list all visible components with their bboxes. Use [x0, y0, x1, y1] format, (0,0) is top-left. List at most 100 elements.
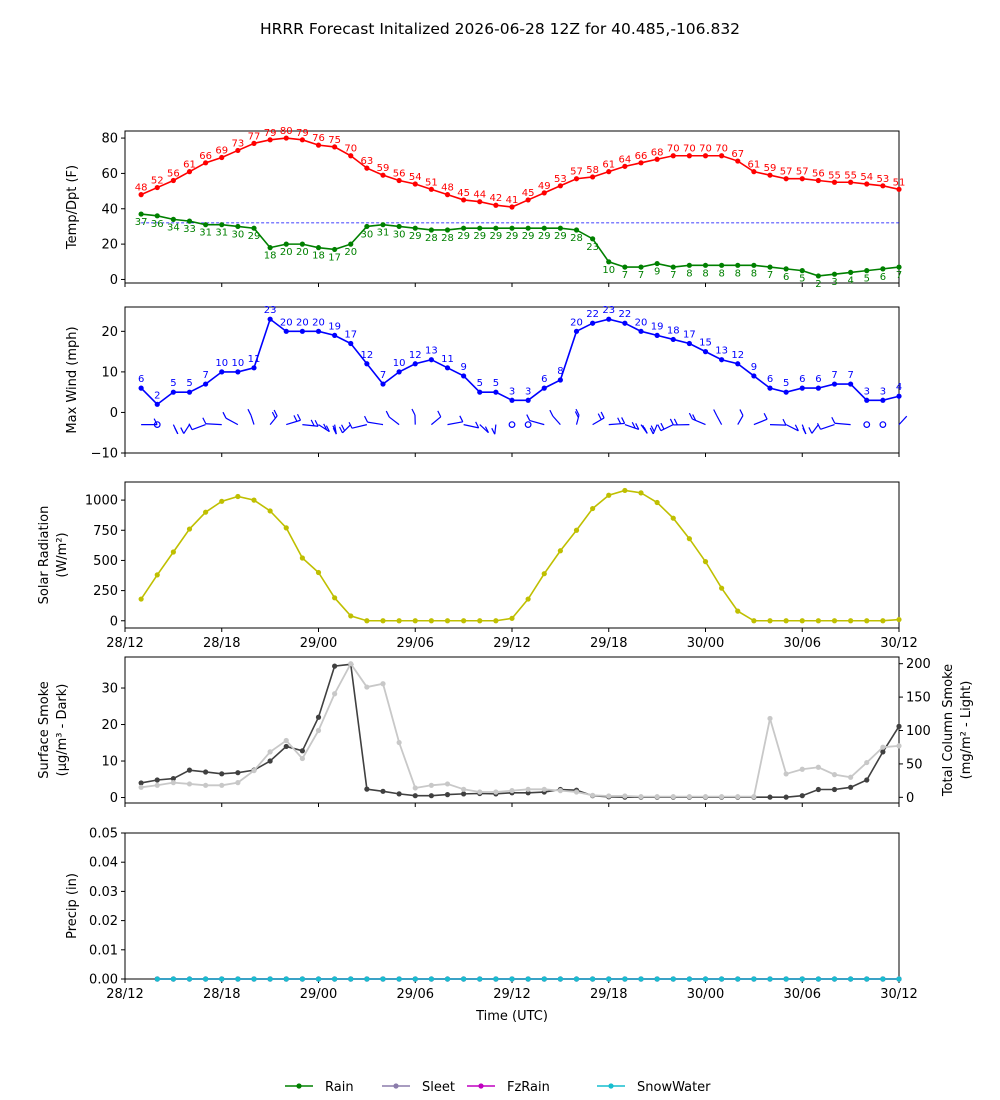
data-point — [444, 792, 451, 798]
wind-barb-flag — [314, 420, 319, 427]
data-label: 8 — [557, 366, 563, 377]
data-point — [831, 976, 838, 982]
y-tick-label: 250 — [93, 584, 118, 599]
data-point — [702, 262, 709, 268]
data-label: 20 — [344, 247, 357, 258]
wind-barb-staff — [367, 421, 384, 426]
data-point — [444, 781, 451, 787]
data-point — [170, 549, 176, 555]
data-point — [606, 492, 612, 498]
data-label: 29 — [457, 231, 470, 242]
data-point — [767, 385, 773, 391]
wind-barb-flag — [202, 417, 207, 425]
data-point — [283, 525, 289, 531]
data-point — [719, 262, 725, 268]
data-point — [203, 769, 209, 775]
data-point — [186, 169, 193, 175]
data-point — [702, 349, 709, 355]
data-point — [638, 976, 644, 982]
y-right-tick-label: 100 — [906, 724, 931, 739]
data-point — [735, 361, 741, 367]
data-point — [138, 596, 144, 602]
data-point — [525, 197, 531, 203]
wind-barb-staff — [479, 424, 489, 434]
data-point — [864, 397, 870, 403]
data-point — [219, 976, 225, 982]
wind-barb-flag — [713, 409, 718, 416]
data-point — [444, 618, 451, 624]
data-label: 63 — [361, 156, 374, 167]
data-point — [509, 615, 515, 621]
panel-4: 0 10 20 30 0 50 100 150 200 Surface Smoke (μg/m³ -… — [37, 656, 974, 807]
wind-barb-flag — [642, 424, 647, 432]
data-label: 56 — [393, 168, 406, 179]
data-point — [815, 273, 821, 279]
data-point — [896, 723, 902, 729]
data-point — [477, 225, 483, 231]
data-label: 29 — [490, 231, 503, 242]
data-point — [186, 389, 193, 395]
data-label: 5 — [783, 378, 789, 389]
data-label: 29 — [522, 231, 535, 242]
data-point — [799, 176, 805, 182]
wind-barb-flag — [763, 412, 768, 420]
data-label: 61 — [748, 160, 761, 171]
data-point — [283, 737, 289, 744]
data-label: 70 — [667, 144, 680, 155]
y-tick-label: 10 — [101, 365, 118, 380]
data-label: 6 — [880, 272, 886, 283]
y-tick-label: 30 — [101, 682, 118, 697]
data-point — [864, 268, 870, 274]
data-point — [896, 976, 902, 982]
data-label: 8 — [702, 268, 708, 279]
data-label: 6 — [767, 374, 773, 385]
data-label: 17 — [683, 330, 696, 341]
data-point — [864, 976, 870, 982]
data-label: 6 — [815, 374, 821, 385]
wind-barb-flag — [831, 417, 836, 424]
calm-wind-symbol — [153, 421, 161, 429]
data-label: 7 — [202, 370, 208, 381]
data-point — [428, 793, 434, 799]
data-point — [138, 385, 144, 391]
data-label: 4 — [896, 382, 902, 393]
data-point — [170, 780, 176, 786]
data-point — [154, 782, 160, 788]
data-label: 49 — [538, 181, 551, 192]
y-axis-label: Surface Smoke — [37, 681, 52, 779]
data-point — [799, 268, 805, 274]
data-label: 31 — [215, 228, 228, 239]
data-point — [880, 744, 886, 750]
y-tick-label: 0.05 — [89, 827, 118, 842]
y-tick-label: 0.00 — [89, 973, 118, 988]
data-point — [461, 786, 467, 792]
data-point — [622, 976, 628, 982]
data-point — [203, 782, 209, 788]
data-point — [444, 976, 451, 982]
data-point — [348, 976, 354, 982]
wind-barb-flag — [338, 426, 344, 434]
data-point — [493, 618, 499, 624]
data-point — [896, 186, 902, 192]
x-axis-label: Time (UTC) — [475, 1009, 548, 1024]
y-tick-label: 40 — [101, 202, 118, 217]
data-point — [751, 618, 757, 624]
data-point — [219, 782, 225, 788]
data-label: 15 — [699, 338, 712, 349]
data-point — [509, 204, 515, 210]
data-point — [783, 771, 789, 777]
data-point — [735, 262, 741, 268]
x-tick-label: 28/12 — [106, 987, 143, 1002]
wind-barb-flag — [650, 425, 655, 432]
data-point — [573, 527, 580, 533]
data-label: 7 — [670, 270, 676, 281]
data-point — [186, 767, 193, 773]
data-point — [396, 976, 402, 982]
legend-marker — [393, 1083, 399, 1089]
x-tick-label: 29/12 — [493, 636, 530, 651]
data-point — [622, 163, 628, 169]
wind-barb-flag — [549, 409, 554, 417]
data-label: 5 — [864, 274, 870, 285]
